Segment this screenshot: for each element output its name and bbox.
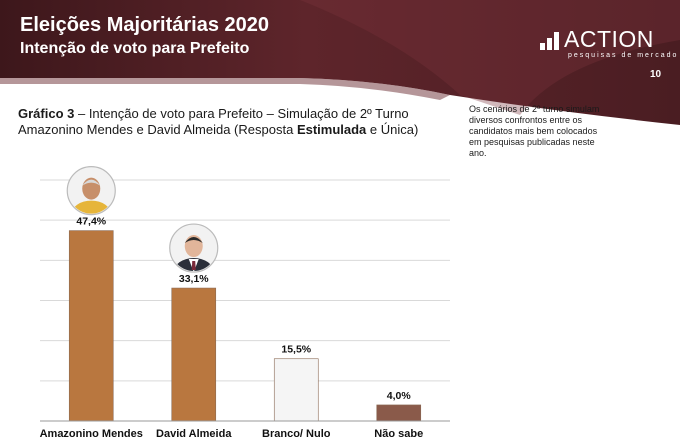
page-subtitle: Intenção de voto para Prefeito <box>20 40 250 57</box>
category-label: Não sabe <box>374 428 423 440</box>
data-label: 4,0% <box>387 390 412 402</box>
data-label: 15,5% <box>281 344 311 356</box>
page-title: Eleições Majoritárias 2020 <box>20 14 270 36</box>
bar-david-almeida <box>171 287 217 422</box>
candidate-david-photo-icon <box>169 223 219 273</box>
data-label: 33,1% <box>179 273 209 285</box>
bar-branco-nulo <box>273 358 319 422</box>
category-label: David Almeida <box>156 428 232 440</box>
brand-logo: ACTION pesquisas de mercado <box>540 26 676 62</box>
chart-caption: Gráfico 3 – Intenção de voto para Prefei… <box>18 106 458 138</box>
page-number: 10 <box>650 69 662 80</box>
side-note: Os cenários de 2º turno simulam diversos… <box>469 104 600 158</box>
brand-name: ACTION <box>564 26 654 52</box>
chart-caption-label: Gráfico 3 <box>18 106 75 121</box>
bar-n-o-sabe <box>376 404 422 422</box>
chart-caption-bold: Estimulada <box>296 122 367 137</box>
chart-caption-text: – Intenção de voto para Prefeito – Simul… <box>18 106 409 137</box>
chart-caption-text-end: e Única) <box>366 122 419 137</box>
data-label: 47,4% <box>76 216 106 228</box>
brand-tagline: pesquisas de mercado <box>568 52 679 59</box>
bar-chart: 47,4% Amazonino Mendes 33,1% David Almeida 1… <box>40 166 450 440</box>
candidate-amazonino-photo-icon <box>66 166 116 216</box>
header-banner <box>0 0 680 125</box>
category-label: Branco/ Nulo <box>262 428 331 440</box>
bar-chart-icon <box>540 32 562 50</box>
bar-amazonino-mendes <box>68 230 114 422</box>
category-label: Amazonino Mendes <box>40 428 143 440</box>
